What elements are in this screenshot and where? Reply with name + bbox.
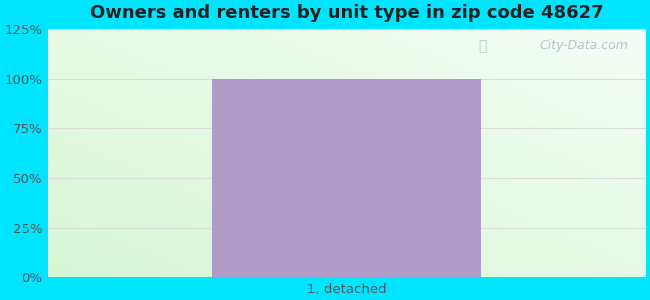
Title: Owners and renters by unit type in zip code 48627: Owners and renters by unit type in zip c… (90, 4, 604, 22)
Bar (213, 79, 482, 277)
Text: City-Data.com: City-Data.com (539, 39, 628, 52)
Text: ⦾: ⦾ (478, 39, 487, 53)
